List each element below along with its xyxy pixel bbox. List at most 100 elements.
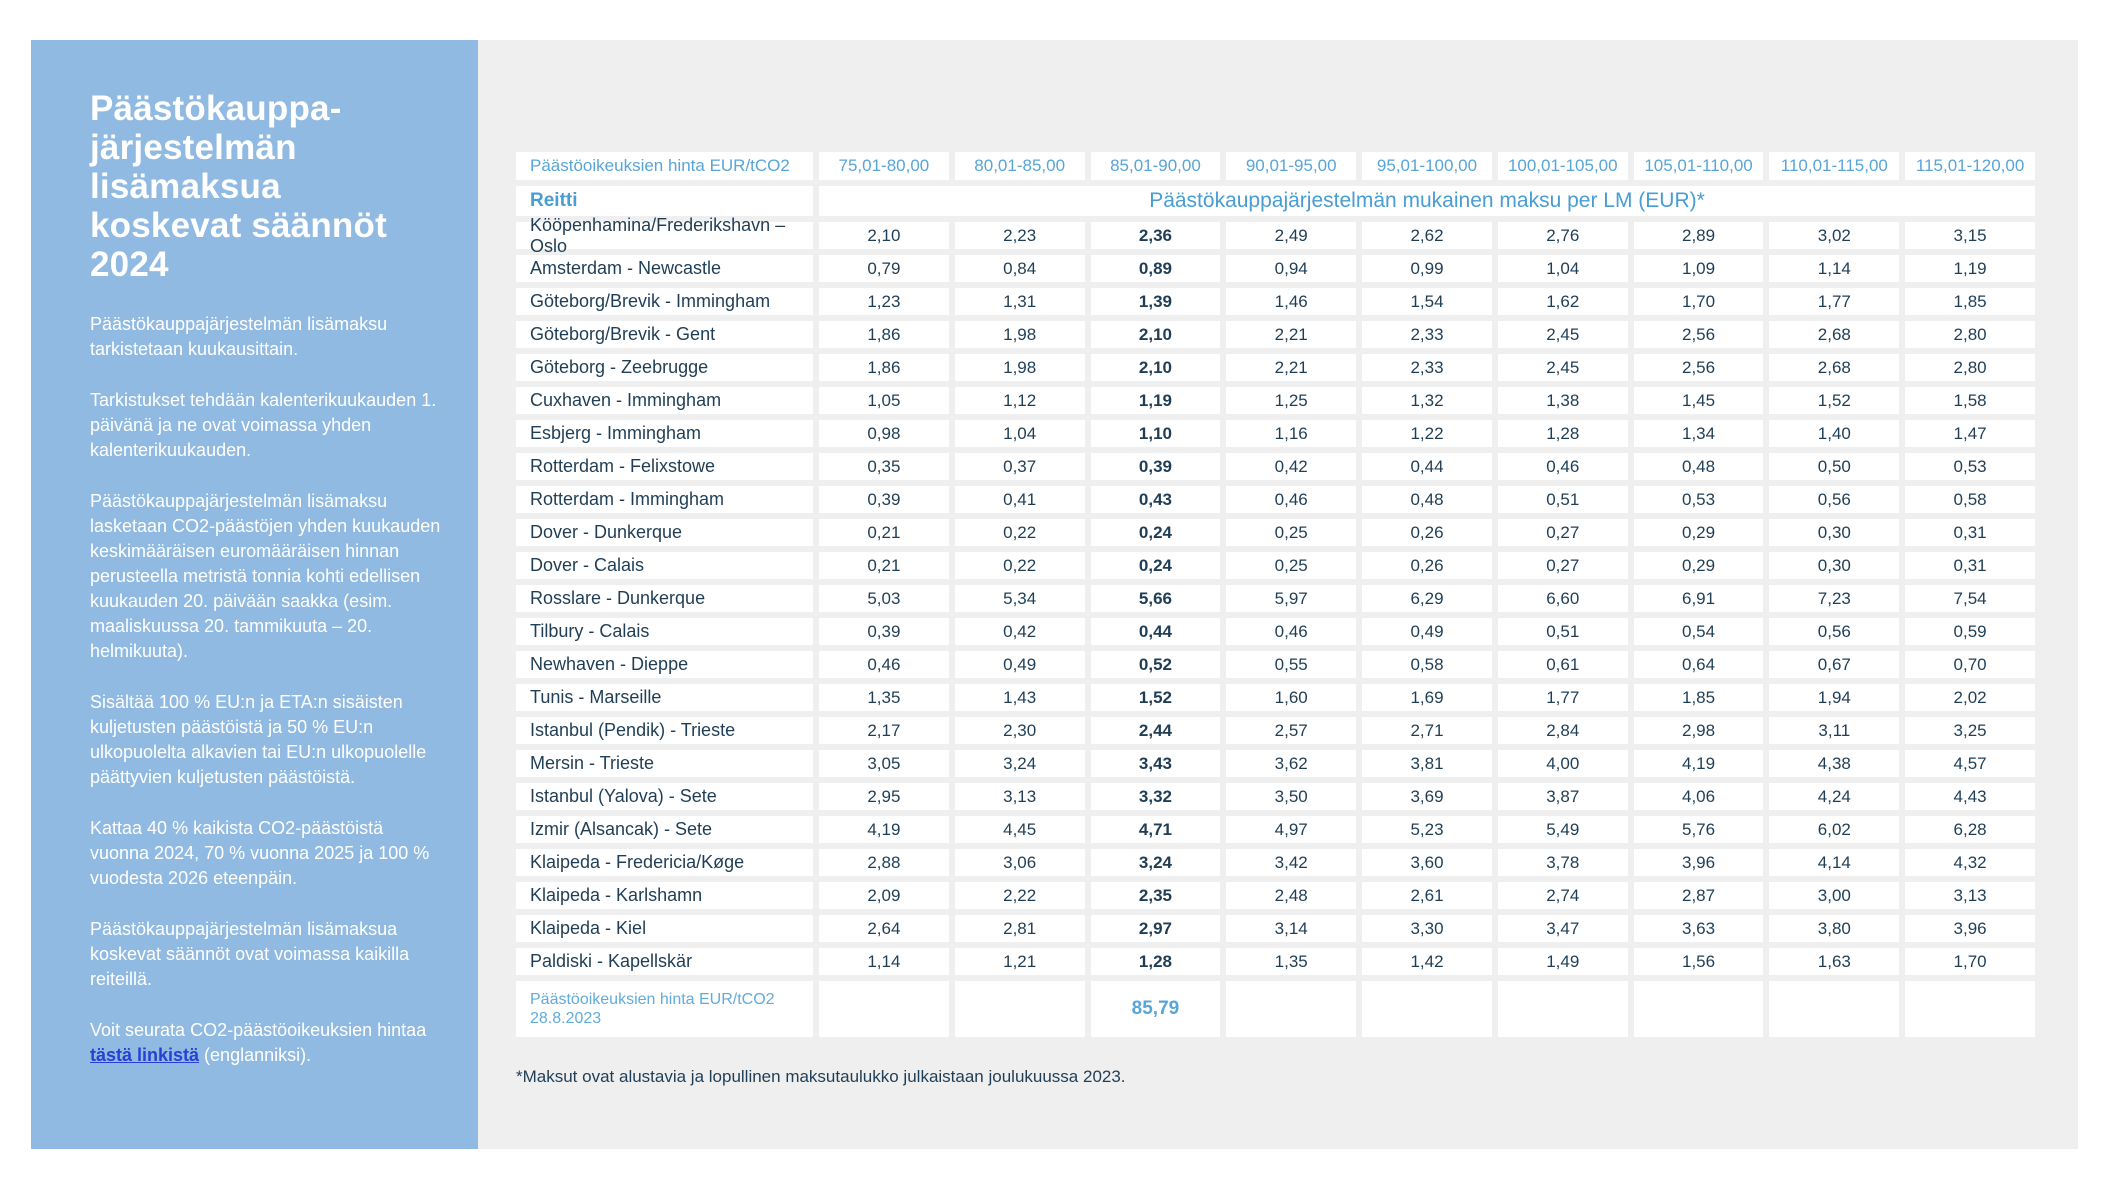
fees-table: Päästöoikeuksien hinta EUR/tCO2 75,01-80,…: [516, 152, 2035, 1037]
value-cell: 3,25: [1905, 717, 2035, 744]
price-range-header: 115,01-120,00: [1905, 152, 2035, 180]
value-cell: 1,85: [1633, 684, 1764, 711]
value-cell: 7,54: [1905, 585, 2035, 612]
value-cell: 0,46: [1497, 453, 1628, 480]
value-cell: 1,21: [954, 948, 1085, 975]
value-cell: 3,50: [1226, 783, 1357, 810]
route-cell: Newhaven - Dieppe: [516, 651, 813, 678]
value-cell: 0,94: [1226, 255, 1357, 282]
value-cell: 1,98: [954, 354, 1085, 381]
value-cell: 2,49: [1226, 222, 1357, 249]
value-cell: 2,88: [819, 849, 949, 876]
value-cell: 0,48: [1362, 486, 1492, 513]
value-cell: 0,70: [1905, 651, 2035, 678]
value-cell: 2,64: [819, 915, 949, 942]
value-cell: 0,58: [1362, 651, 1492, 678]
value-cell: 3,47: [1497, 915, 1628, 942]
value-cell: 0,21: [819, 519, 949, 546]
value-cell: 2,36: [1090, 222, 1221, 249]
value-cell: 0,46: [1226, 618, 1357, 645]
route-cell: Paldiski - Kapellskär: [516, 948, 813, 975]
link-paragraph-before: Voit seurata CO2-päästöoikeuksien hintaa: [90, 1020, 427, 1040]
value-cell: 1,58: [1905, 387, 2035, 414]
value-cell: 0,39: [819, 618, 949, 645]
value-cell: 0,79: [819, 255, 949, 282]
value-cell: 1,40: [1769, 420, 1900, 447]
value-cell: 0,58: [1905, 486, 2035, 513]
price-range-header: 95,01-100,00: [1362, 152, 1492, 180]
value-cell: 1,16: [1226, 420, 1357, 447]
value-cell: 2,56: [1633, 354, 1764, 381]
value-cell: 5,49: [1497, 816, 1628, 843]
value-cell: 2,23: [954, 222, 1085, 249]
value-cell: 0,39: [819, 486, 949, 513]
value-cell: 0,99: [1362, 255, 1492, 282]
value-cell: 5,03: [819, 585, 949, 612]
route-cell: Istanbul (Yalova) - Sete: [516, 783, 813, 810]
route-cell: Rotterdam - Felixstowe: [516, 453, 813, 480]
value-cell: 2,81: [954, 915, 1085, 942]
route-cell: Istanbul (Pendik) - Trieste: [516, 717, 813, 744]
value-cell: 3,15: [1905, 222, 2035, 249]
value-cell: 0,51: [1497, 618, 1628, 645]
value-cell: 1,56: [1633, 948, 1764, 975]
sidebar-paragraph: Sisältää 100 % EU:n ja ETA:n sisäisten k…: [90, 692, 427, 787]
value-cell: 0,56: [1769, 618, 1900, 645]
value-cell: 1,54: [1362, 288, 1492, 315]
value-cell: 1,86: [819, 321, 949, 348]
value-cell: 4,14: [1769, 849, 1900, 876]
value-cell: 3,14: [1226, 915, 1357, 942]
page-title: Päästökauppa- järjestelmän lisämaksua ko…: [90, 89, 387, 284]
value-cell: 1,12: [954, 387, 1085, 414]
value-cell: 1,28: [1090, 948, 1221, 975]
value-cell: 3,78: [1497, 849, 1628, 876]
value-cell: 0,35: [819, 453, 949, 480]
value-cell: 2,44: [1090, 717, 1221, 744]
value-cell: 4,24: [1769, 783, 1900, 810]
value-cell: 1,31: [954, 288, 1085, 315]
value-cell: 1,14: [1769, 255, 1900, 282]
price-range-header: 100,01-105,00: [1497, 152, 1628, 180]
route-cell: Tunis - Marseille: [516, 684, 813, 711]
value-cell: 4,00: [1497, 750, 1628, 777]
value-cell: 6,29: [1362, 585, 1492, 612]
value-cell: 1,85: [1905, 288, 2035, 315]
value-cell: 1,46: [1226, 288, 1357, 315]
value-cell: 6,02: [1769, 816, 1900, 843]
value-cell: 1,19: [1905, 255, 2035, 282]
value-cell: 0,44: [1090, 618, 1221, 645]
price-footer-label-line1: Päästöoikeuksien hinta EUR/tCO2: [530, 991, 775, 1008]
route-cell: Klaipeda - Kiel: [516, 915, 813, 942]
route-cell: Rosslare - Dunkerque: [516, 585, 813, 612]
value-cell: 2,87: [1633, 882, 1764, 909]
value-cell: 5,23: [1362, 816, 1492, 843]
value-cell: 3,69: [1362, 783, 1492, 810]
value-cell: 0,61: [1497, 651, 1628, 678]
value-cell: 3,96: [1905, 915, 2035, 942]
route-cell: Kööpenhamina/Frederikshavn – Oslo: [516, 215, 813, 256]
value-cell: 2,74: [1497, 882, 1628, 909]
empty-footer-cell: [954, 981, 1085, 1037]
value-cell: 5,76: [1633, 816, 1764, 843]
co2-price-link[interactable]: tästä linkistä: [90, 1045, 200, 1065]
price-range-header: 75,01-80,00: [819, 152, 949, 180]
value-cell: 2,48: [1226, 882, 1357, 909]
value-cell: 2,80: [1905, 321, 2035, 348]
value-cell: 2,21: [1226, 321, 1357, 348]
value-cell: 4,19: [1633, 750, 1764, 777]
value-cell: 3,00: [1769, 882, 1900, 909]
value-cell: 3,87: [1497, 783, 1628, 810]
value-cell: 1,70: [1633, 288, 1764, 315]
value-cell: 4,71: [1090, 816, 1221, 843]
value-cell: 1,32: [1362, 387, 1492, 414]
value-cell: 0,26: [1362, 519, 1492, 546]
value-cell: 1,77: [1497, 684, 1628, 711]
value-cell: 1,77: [1769, 288, 1900, 315]
value-cell: 3,42: [1226, 849, 1357, 876]
sidebar-paragraph: Päästökauppajärjestelmän lisämaksu tarki…: [90, 314, 388, 359]
route-cell: Dover - Calais: [516, 552, 813, 579]
value-cell: 2,97: [1090, 915, 1221, 942]
value-cell: 3,06: [954, 849, 1085, 876]
value-cell: 0,22: [954, 519, 1085, 546]
